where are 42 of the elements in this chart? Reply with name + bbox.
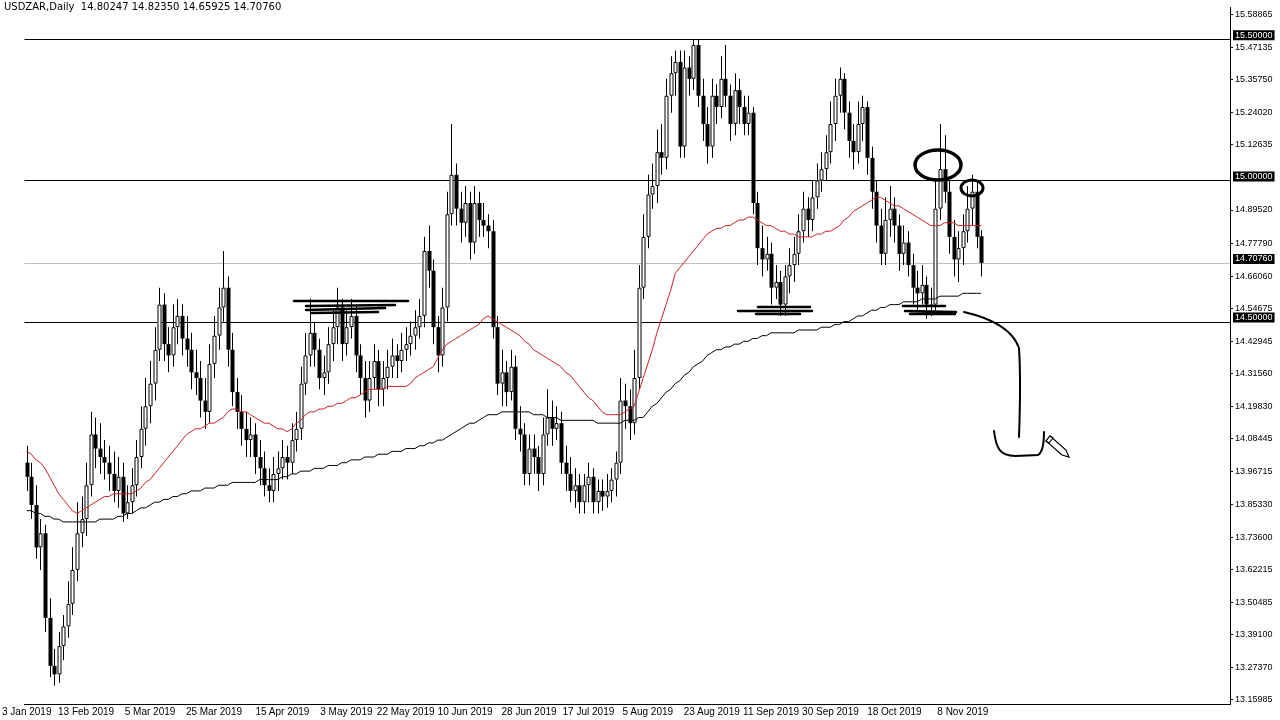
x-tick-label: 3 May 2019 [320, 705, 373, 717]
ref-line-label: 14.50000 [1235, 312, 1273, 323]
y-tick-label: 15.35750 [1235, 74, 1273, 84]
x-tick-label: 23 Aug 2019 [683, 705, 741, 717]
y-tick-label: 14.31560 [1235, 368, 1273, 379]
chart-title: USDZAR,Daily 14.80247 14.82350 14.65925 14.70760 [4, 1, 282, 13]
x-tick-label: 30 Sep 2019 [802, 705, 860, 717]
y-tick-label: 13.15985 [1235, 694, 1273, 705]
x-tick-label: 22 May 2019 [376, 705, 436, 717]
x-tick-label: 10 Jun 2019 [437, 705, 494, 717]
y-tick-label: 13.39100 [1235, 629, 1273, 640]
x-tick-label: 11 Sep 2019 [743, 705, 800, 717]
y-tick-label: 14.19830 [1235, 401, 1273, 412]
y-tick-label: 13.85330 [1235, 498, 1273, 509]
x-tick-label: 8 Nov 2019 [937, 705, 989, 717]
x-tick-label: 18 Oct 2019 [867, 705, 923, 717]
y-tick-label: 14.08445 [1235, 433, 1273, 444]
ref-line-label: 15.00000 [1235, 170, 1273, 181]
x-tick-label: 25 Mar 2019 [185, 705, 243, 717]
x-tick-label: 3 Jan 2019 [1, 705, 52, 717]
y-tick-label: 14.54675 [1235, 302, 1273, 313]
x-tick-label: 5 Mar 2019 [124, 705, 176, 717]
y-tick-label: 14.66060 [1235, 270, 1273, 281]
x-tick-label: 13 Feb 2019 [58, 705, 115, 717]
y-tick-label: 13.73600 [1235, 531, 1273, 542]
y-tick-label: 15.24020 [1235, 107, 1273, 118]
x-tick-label: 28 Jun 2019 [501, 705, 558, 717]
x-tick-label: 5 Aug 2019 [622, 705, 674, 717]
y-tick-label: 15.47135 [1235, 41, 1273, 52]
y-tick-label: 14.42945 [1235, 335, 1273, 346]
ref-line-label: 14.70760 [1235, 253, 1273, 264]
y-tick-label: 13.27370 [1235, 662, 1273, 673]
y-tick-label: 13.50485 [1235, 596, 1273, 607]
y-tick-label: 14.89520 [1235, 204, 1273, 215]
y-tick-label: 13.96715 [1235, 466, 1273, 477]
y-tick-label: 13.62215 [1235, 563, 1273, 574]
y-tick-label: 15.58865 [1235, 8, 1273, 19]
x-tick-label: 17 Jul 2019 [562, 705, 615, 717]
y-tick-label: 15.12635 [1235, 139, 1273, 150]
x-tick-label: 15 Apr 2019 [255, 705, 310, 717]
ref-line-label: 15.50000 [1235, 29, 1273, 40]
y-tick-label: 14.77790 [1235, 237, 1273, 248]
